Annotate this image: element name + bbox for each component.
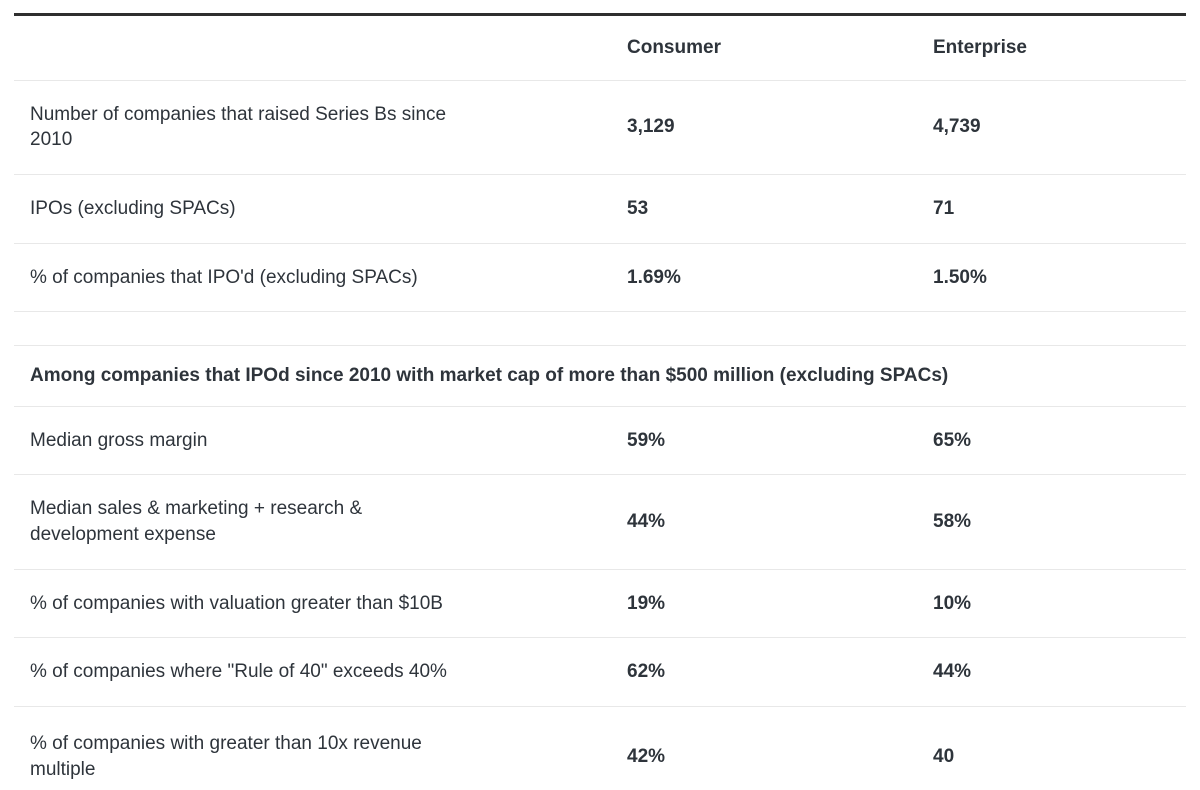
row-label: % of companies with greater than 10x rev… xyxy=(30,733,422,780)
column-header-enterprise: Enterprise xyxy=(933,37,1027,58)
table-row-10x-revenue: % of companies with greater than 10x rev… xyxy=(14,707,1186,790)
section-spacer xyxy=(14,312,1186,347)
comparison-table: Consumer Enterprise Number of companies … xyxy=(14,13,1186,790)
enterprise-value: 10% xyxy=(933,592,972,614)
table-row-gross-margin: Median gross margin 59% 65% xyxy=(14,407,1186,476)
consumer-value: 53 xyxy=(627,197,649,219)
consumer-value: 1.69% xyxy=(627,266,681,288)
table-header-row: Consumer Enterprise xyxy=(14,16,1186,81)
row-label: Median sales & marketing + research & de… xyxy=(30,498,363,546)
consumer-value: 42% xyxy=(627,745,666,767)
column-header-consumer: Consumer xyxy=(627,37,721,58)
table-row-valuation-10b: % of companies with valuation greater th… xyxy=(14,570,1186,639)
enterprise-value: 44% xyxy=(933,661,972,683)
row-label: % of companies where "Rule of 40" exceed… xyxy=(30,661,447,683)
enterprise-value: 4,739 xyxy=(933,116,981,138)
section-header: Among companies that IPOd since 2010 wit… xyxy=(14,346,1186,407)
enterprise-value: 58% xyxy=(933,511,972,533)
consumer-value: 19% xyxy=(627,592,666,614)
enterprise-value: 40 xyxy=(933,745,955,767)
consumer-value: 44% xyxy=(627,511,666,533)
consumer-value: 59% xyxy=(627,429,666,451)
row-label: % of companies that IPO'd (excluding SPA… xyxy=(30,266,418,288)
enterprise-value: 1.50% xyxy=(933,266,987,288)
table-row-sm-rd-expense: Median sales & marketing + research & de… xyxy=(14,475,1186,570)
table-row-ipos: IPOs (excluding SPACs) 53 71 xyxy=(14,175,1186,244)
row-label: IPOs (excluding SPACs) xyxy=(30,197,236,219)
row-label: Median gross margin xyxy=(30,429,208,451)
enterprise-value: 65% xyxy=(933,429,972,451)
consumer-value: 62% xyxy=(627,661,666,683)
consumer-value: 3,129 xyxy=(627,116,675,138)
table-row-series-bs: Number of companies that raised Series B… xyxy=(14,81,1186,175)
section-header-text: Among companies that IPOd since 2010 wit… xyxy=(30,365,949,387)
table-row-rule-of-40: % of companies where "Rule of 40" exceed… xyxy=(14,638,1186,708)
row-label: Number of companies that raised Series B… xyxy=(30,103,447,151)
row-label: % of companies with valuation greater th… xyxy=(30,592,443,614)
table-row-pct-ipod: % of companies that IPO'd (excluding SPA… xyxy=(14,244,1186,313)
enterprise-value: 71 xyxy=(933,197,955,219)
